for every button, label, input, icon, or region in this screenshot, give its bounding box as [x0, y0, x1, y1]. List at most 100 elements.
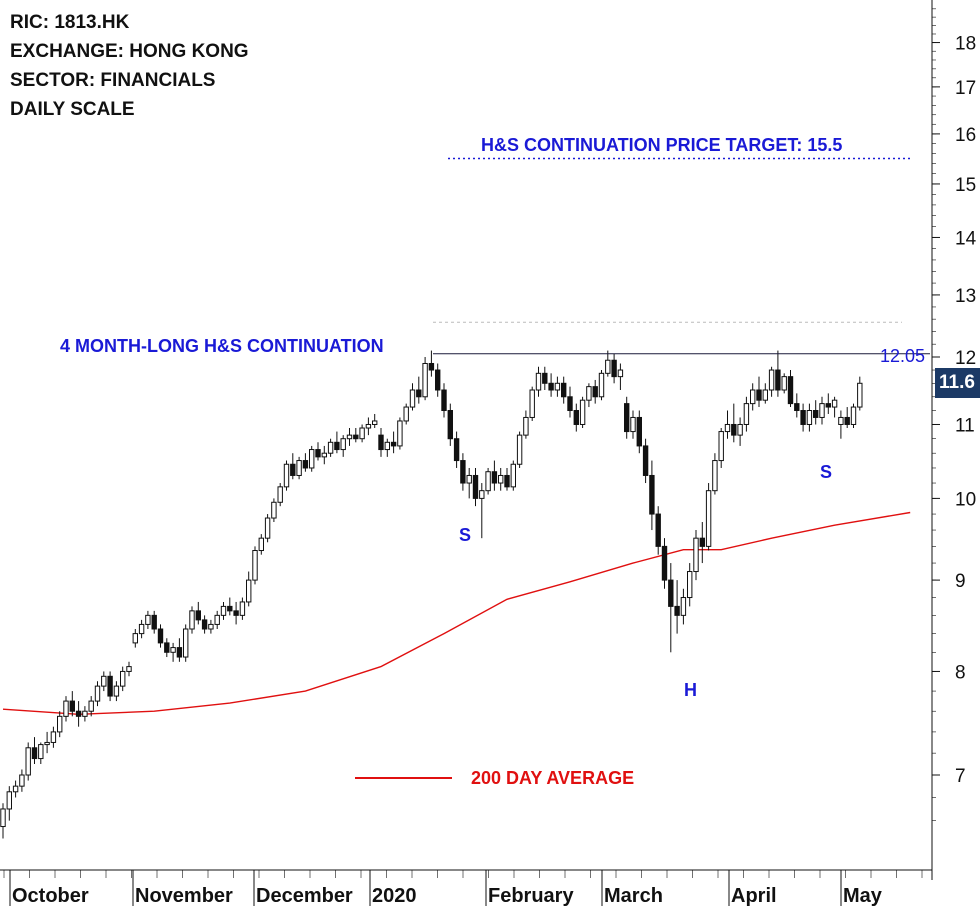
candle [290, 453, 296, 480]
y-tick-label: 9 [955, 571, 966, 592]
candle [233, 601, 239, 625]
candle [693, 530, 699, 581]
candle [75, 701, 82, 727]
x-tick-label: April [731, 885, 777, 906]
y-tick-label: 14 [955, 228, 977, 249]
candle [409, 383, 416, 411]
candle [750, 383, 756, 411]
candle [6, 786, 12, 821]
candle [321, 445, 328, 465]
candle [831, 396, 838, 418]
candle [309, 445, 315, 472]
candle [353, 428, 359, 443]
candle [636, 410, 642, 454]
candle [315, 442, 321, 461]
candle [19, 769, 25, 792]
candle [655, 506, 661, 555]
candle [416, 376, 422, 404]
candle [762, 383, 768, 404]
left-shoulder-label: S [459, 525, 472, 545]
candle [435, 363, 441, 397]
candle [592, 379, 598, 404]
y-tick-label: 15 [955, 175, 976, 196]
candle [611, 353, 617, 384]
candle [441, 383, 447, 418]
candle [504, 467, 510, 491]
candle [346, 428, 353, 446]
candle [340, 435, 346, 457]
right-shoulder-label: S [820, 462, 833, 482]
candle [668, 563, 674, 653]
neckline-value-label: 12.05 [880, 346, 926, 366]
candle [498, 467, 504, 491]
candle [516, 431, 523, 468]
candle [258, 534, 265, 555]
candle [428, 350, 435, 377]
candle [63, 696, 69, 722]
candle [737, 417, 743, 446]
moving-average-layer [2, 511, 911, 716]
candle [176, 638, 183, 662]
candle [485, 467, 491, 495]
candle [806, 403, 813, 432]
candle [82, 706, 88, 722]
candle [447, 403, 454, 446]
candle [183, 624, 189, 662]
candle [31, 737, 38, 764]
candle [132, 629, 139, 648]
candle [239, 597, 246, 620]
candle [813, 400, 819, 425]
candle [479, 483, 485, 539]
candle [44, 731, 50, 754]
candle [561, 376, 567, 404]
candle [126, 661, 132, 677]
candle [579, 396, 586, 429]
candle [510, 460, 517, 491]
candle [359, 424, 365, 443]
candle [674, 580, 680, 634]
candle [164, 638, 170, 658]
candle [214, 610, 220, 630]
candle [378, 428, 384, 457]
x-tick-label: December [256, 885, 353, 906]
candle [151, 610, 157, 634]
candle [787, 370, 794, 408]
candle [195, 601, 202, 625]
candle [264, 514, 271, 543]
candle [334, 431, 340, 454]
candle [731, 403, 737, 443]
candle [573, 403, 579, 432]
candle [12, 780, 19, 798]
candle [296, 456, 302, 480]
y-tick-label: 10 [955, 489, 976, 510]
candle [69, 691, 75, 717]
candle [271, 498, 277, 523]
candle [113, 681, 120, 702]
candle [535, 366, 542, 397]
candle [554, 376, 561, 397]
candle [724, 410, 731, 439]
candle [208, 619, 214, 634]
candle [145, 610, 151, 630]
candle [649, 460, 655, 531]
ma200-line [2, 511, 911, 716]
sector-label: SECTOR: FINANCIALS [10, 70, 216, 91]
candle [472, 467, 479, 507]
x-tick-label: 2020 [372, 885, 417, 906]
candle [0, 803, 6, 839]
candle [101, 671, 107, 692]
moving-average-legend-label: 200 DAY AVERAGE [471, 768, 635, 788]
candle [246, 571, 252, 607]
candle [850, 403, 857, 429]
y-tick-label: 16 [955, 125, 976, 146]
candle [624, 396, 630, 439]
candle [768, 366, 775, 397]
candle [283, 460, 290, 491]
candle [712, 453, 718, 495]
head-label: H [684, 680, 697, 700]
y-tick-label: 11 [955, 415, 975, 436]
candle [88, 696, 94, 717]
candle [189, 606, 195, 634]
candle [838, 410, 844, 439]
candle [50, 726, 57, 748]
